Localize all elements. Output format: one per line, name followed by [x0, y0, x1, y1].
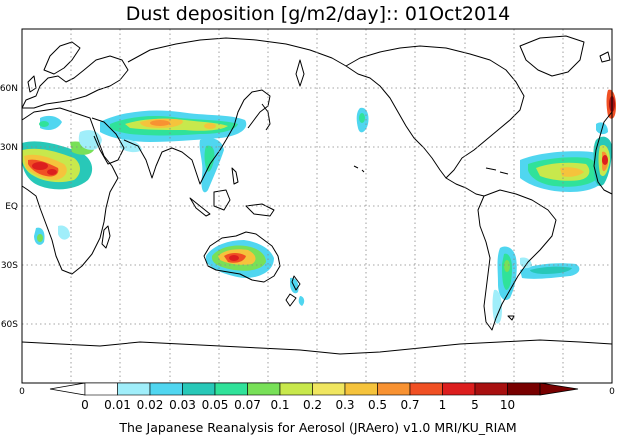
- dust-region-patagonia: [520, 257, 580, 279]
- latitude-labels: 60N 30N EQ 30S 60S: [0, 84, 18, 330]
- colorbar-label-4: 0.05: [202, 398, 229, 412]
- lat-label-eq: EQ: [5, 202, 18, 212]
- colorbar-label-1: 0.01: [104, 398, 131, 412]
- colorbar-box-13: [507, 382, 541, 396]
- colorbar-box-7: [312, 382, 346, 396]
- colorbar-labels: 0 0.01 0.02 0.03 0.05 0.07 0.1 0.2 0.3 0.5 0.7 1 5 10: [81, 398, 515, 412]
- dust-region-atlantic-plume: [520, 89, 616, 192]
- chart-title: Dust deposition [g/m2/day]:: 01Oct2014: [126, 3, 511, 25]
- coastline-central-america: [445, 177, 485, 197]
- colorbar-label-5: 0.07: [234, 398, 261, 412]
- colorbar-label-8: 0.3: [335, 398, 354, 412]
- colorbar-box-10: [409, 382, 443, 396]
- x-axis-label-right: 0: [609, 387, 615, 397]
- colorbar-box-2: [149, 382, 183, 396]
- coastline-australia: [203, 231, 281, 283]
- coastline-caribbean: [485, 167, 509, 175]
- coastline-madagascar: [101, 225, 111, 249]
- coastline-north-america: [345, 45, 525, 179]
- coastline-uk: [27, 75, 37, 93]
- lat-label-30n: 30N: [0, 143, 18, 153]
- coastline-antarctica: [21, 339, 613, 355]
- lat-label-60s: 60S: [1, 320, 18, 330]
- colorbar-label-11: 1: [439, 398, 447, 412]
- coastline-sumatra: [189, 197, 211, 217]
- coastline-south-asia: [91, 117, 227, 185]
- coastline-south-america: [477, 189, 557, 331]
- colorbar-under-triangle: [49, 382, 86, 396]
- colorbar-label-10: 0.7: [400, 398, 419, 412]
- colorbar-box-12: [474, 382, 508, 396]
- colorbar-label-9: 0.5: [368, 398, 387, 412]
- colorbar-box-1: [117, 382, 151, 396]
- colorbar-label-6: 0.1: [270, 398, 289, 412]
- lat-label-30s: 30S: [1, 261, 18, 271]
- colorbar-label-0: 0: [81, 398, 89, 412]
- coastline-greenland: [519, 35, 585, 77]
- colorbar-label-7: 0.2: [303, 398, 322, 412]
- colorbar-box-3: [182, 382, 216, 396]
- colorbar-box-8: [344, 382, 378, 396]
- colorbar-boxes: [84, 382, 541, 396]
- colorbar-box-5: [247, 382, 281, 396]
- dust-region-south-america-plume: [492, 246, 517, 324]
- colorbar: 0 0.01 0.02 0.03 0.05 0.07 0.1 0.2 0.3 0.5 0.7 1 5 10: [49, 382, 579, 412]
- coastline-kamchatka: [295, 59, 305, 87]
- lat-label-60n: 60N: [0, 84, 18, 94]
- coastline-east-asia: [225, 89, 271, 141]
- coastline-africa: [21, 107, 119, 275]
- coastline-new-guinea: [245, 203, 275, 217]
- dust-field: [22, 89, 616, 324]
- colorbar-label-13: 10: [500, 398, 515, 412]
- coastline-falklands: [507, 315, 515, 321]
- coastline-north-asia: [127, 37, 347, 67]
- colorbar-box-9: [377, 382, 411, 396]
- x-axis-label-left: 0: [19, 387, 25, 397]
- colorbar-label-3: 0.03: [169, 398, 196, 412]
- coastline-philippines: [231, 167, 239, 185]
- colorbar-box-6: [279, 382, 313, 396]
- colorbar-label-12: 5: [471, 398, 479, 412]
- colorbar-box-0: [84, 382, 118, 396]
- coastline-hawaii: [353, 165, 365, 173]
- coastline-west-africa-right: [593, 111, 613, 195]
- coastline-new-zealand: [285, 275, 301, 307]
- dust-region-taklimakan-gobi: [78, 107, 369, 193]
- coastline-iceland: [599, 51, 611, 63]
- footer-credit: The Japanese Reanalysis for Aerosol (JRA…: [118, 420, 516, 435]
- coastline-scandinavia: [43, 41, 81, 75]
- coastline-europe: [21, 55, 129, 109]
- coastline-borneo: [213, 189, 231, 211]
- colorbar-box-11: [442, 382, 476, 396]
- graticule: [22, 29, 612, 383]
- dust-region-australia: [206, 240, 305, 306]
- colorbar-over-triangle: [539, 382, 579, 396]
- colorbar-label-2: 0.02: [137, 398, 164, 412]
- colorbar-box-4: [214, 382, 248, 396]
